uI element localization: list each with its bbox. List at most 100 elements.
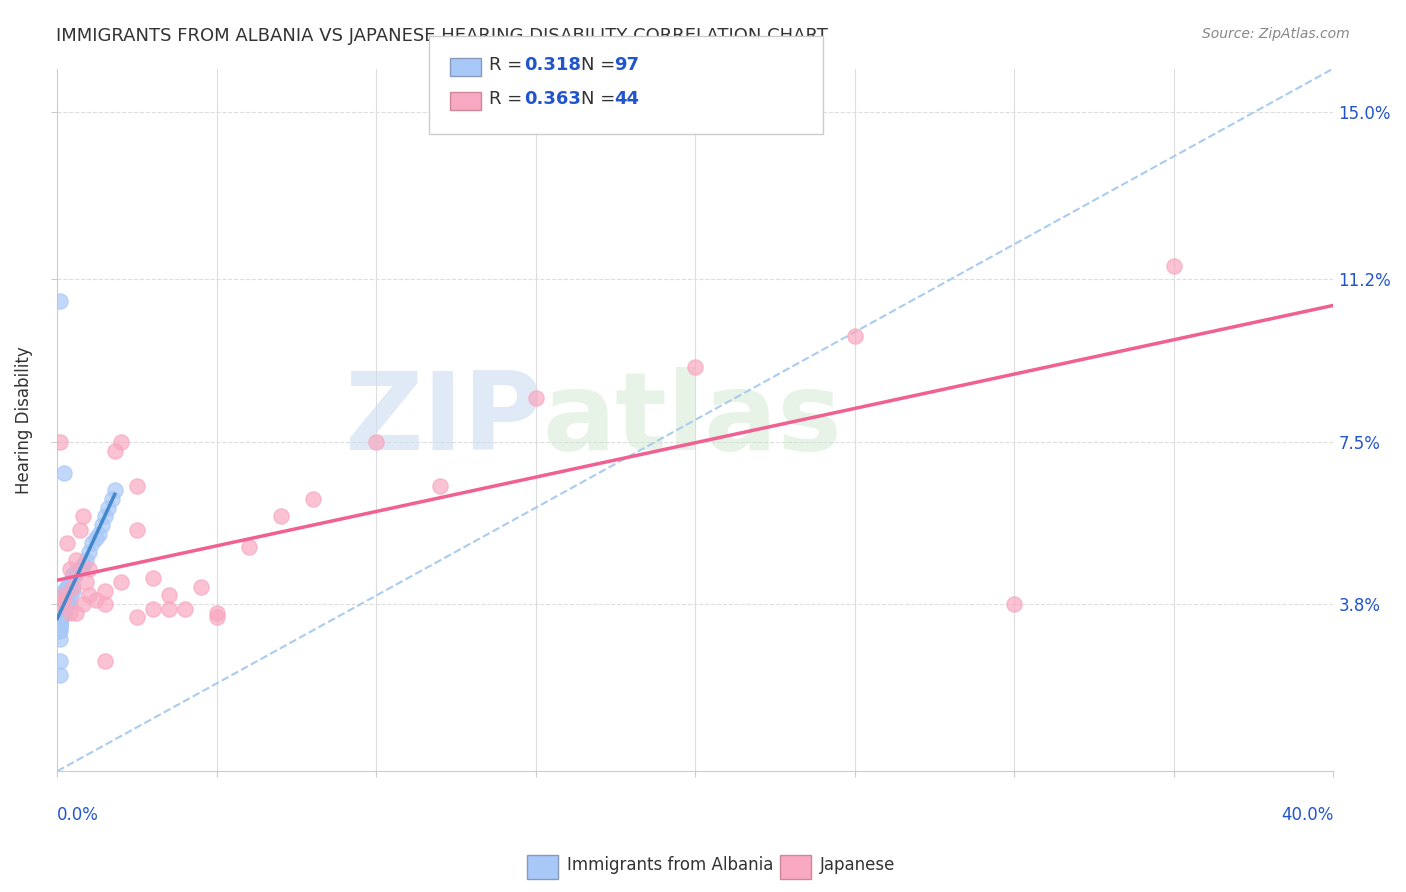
Point [75,553,97,567]
Point [49,615,72,629]
Point [72,558,94,572]
Point [125,479,148,493]
Point [56,536,79,550]
Point [49,606,72,620]
Point [75,575,97,590]
Point [142,601,165,615]
Point [238,540,260,554]
Point [301,491,323,506]
Point [52,601,75,615]
Point [56,597,79,611]
Point [65,566,87,581]
Point [62,584,84,599]
Point [59,593,82,607]
Point [844,329,866,343]
Text: N =: N = [581,56,620,74]
Point [52,606,75,620]
Text: Immigrants from Albania: Immigrants from Albania [567,856,773,874]
Text: 0.318: 0.318 [524,56,582,74]
Point [56,593,79,607]
Text: 97: 97 [614,56,640,74]
Point [49,606,72,620]
Point [49,597,72,611]
Text: Japanese: Japanese [820,856,896,874]
Text: 40.0%: 40.0% [1281,806,1333,824]
Point [49,610,72,624]
Point [52,597,75,611]
Point [1163,259,1185,273]
Point [52,606,75,620]
Text: N =: N = [581,90,620,108]
Point [52,601,75,615]
Point [49,619,72,633]
Point [49,606,72,620]
Point [49,632,72,647]
Point [49,667,72,681]
Point [62,566,84,581]
Point [56,597,79,611]
Point [69,523,91,537]
Point [174,601,197,615]
Point [52,601,75,615]
Point [157,601,180,615]
Point [49,615,72,629]
Point [49,615,72,629]
Point [49,606,72,620]
Point [59,584,82,599]
Point [49,610,72,624]
Text: atlas: atlas [543,367,842,473]
Point [49,619,72,633]
Point [49,610,72,624]
Point [205,610,228,624]
Point [49,619,72,633]
Point [77,589,100,603]
Point [82,536,104,550]
Point [56,593,79,607]
Point [56,593,79,607]
Point [52,601,75,615]
Point [52,593,75,607]
Point [59,584,82,599]
Point [52,601,75,615]
Point [125,610,148,624]
Point [65,606,87,620]
Point [52,589,75,603]
Point [62,580,84,594]
Point [52,466,75,480]
Text: 0.363: 0.363 [524,90,581,108]
Point [49,597,72,611]
Point [59,575,82,590]
Point [52,589,75,603]
Point [49,654,72,668]
Point [366,434,388,449]
Point [49,624,72,638]
Point [97,500,120,515]
Point [104,443,127,458]
Point [49,597,72,611]
Point [56,597,79,611]
Point [52,601,75,615]
Point [77,544,100,558]
Point [72,509,94,524]
Text: ZIP: ZIP [343,367,543,473]
Bar [527,855,558,879]
Text: R =: R = [489,90,529,108]
Point [59,562,82,576]
Point [94,597,117,611]
Point [51,606,73,620]
Point [100,491,122,506]
Point [56,593,79,607]
Point [94,509,117,524]
Point [110,434,132,449]
Point [52,597,75,611]
Point [87,527,110,541]
Point [49,606,72,620]
Point [110,575,132,590]
Point [62,571,84,585]
Point [49,615,72,629]
Point [49,619,72,633]
Text: IMMIGRANTS FROM ALBANIA VS JAPANESE HEARING DISABILITY CORRELATION CHART: IMMIGRANTS FROM ALBANIA VS JAPANESE HEAR… [56,27,828,45]
Point [56,580,79,594]
Point [94,584,117,599]
Point [49,610,72,624]
